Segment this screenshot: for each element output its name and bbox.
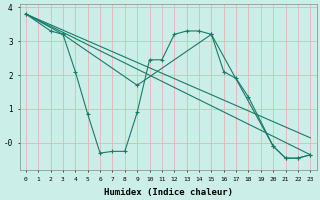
X-axis label: Humidex (Indice chaleur): Humidex (Indice chaleur) bbox=[104, 188, 233, 197]
